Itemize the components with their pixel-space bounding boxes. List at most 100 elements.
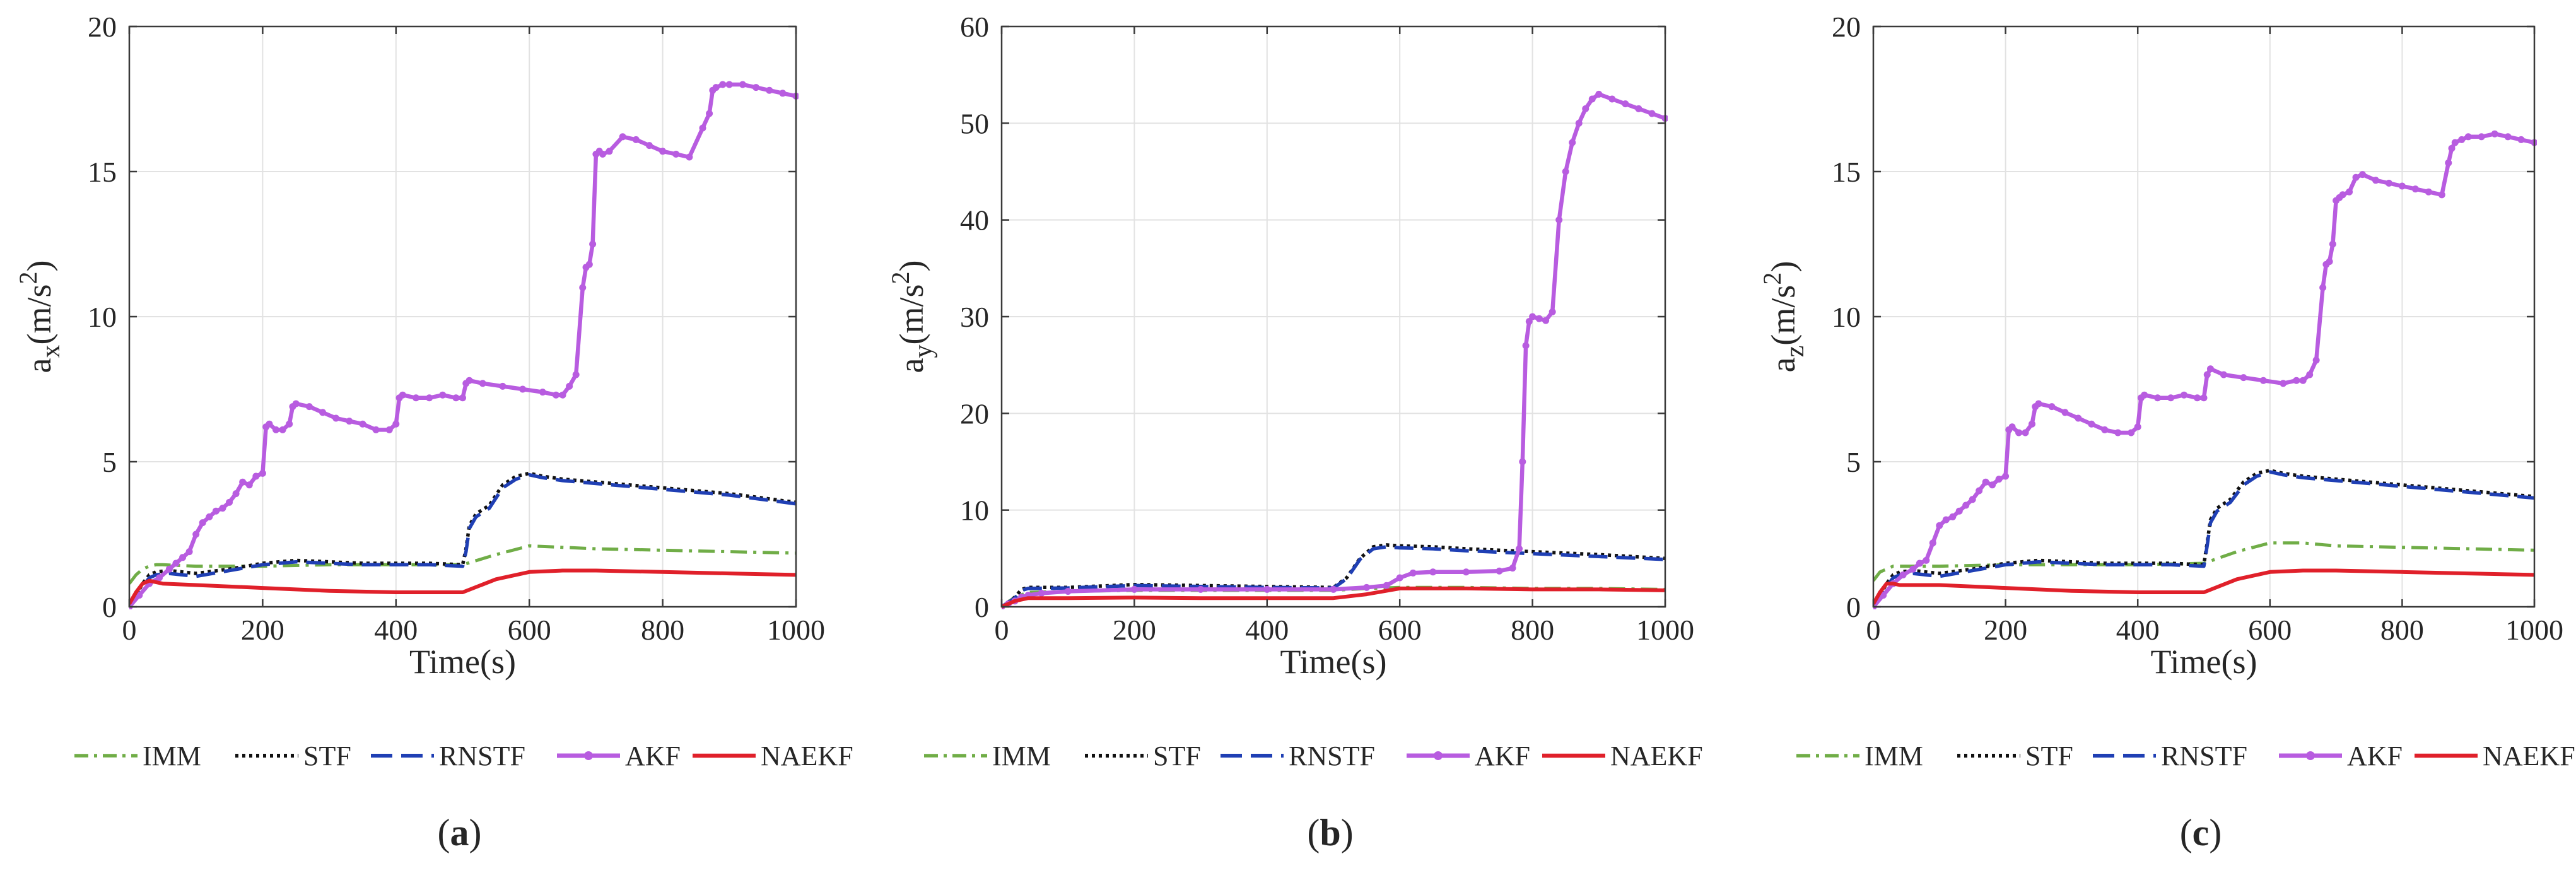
series-point-akf [199,519,206,527]
series-line-rnstf [1873,470,2535,608]
x-tick-label: 800 [2380,614,2424,646]
series-point-akf [1519,458,1526,466]
series-point-akf [599,150,606,158]
series-point-akf [1923,556,1930,564]
series-point-akf [245,481,253,489]
series-point-akf [2451,139,2459,146]
y-tick-label: 10 [88,301,117,333]
panel-label-letter: c [2193,812,2210,853]
series-point-akf [2203,371,2211,378]
series-point-akf [2029,420,2036,428]
panel-label-open: ( [1307,812,1320,853]
legend-item-rnstf: RNSTF [1221,741,1375,771]
series-point-akf [206,513,213,520]
series-point-akf [272,426,280,433]
series-point-akf [1429,568,1437,576]
series-line-akf [129,82,797,609]
y-tick-label: 20 [1832,11,1861,43]
y-axis-label-main: a [1764,357,1802,372]
series-point-akf [279,426,286,433]
x-tick-label: 1000 [767,614,825,646]
series-point-akf [305,403,313,411]
y-tick-label: 30 [960,301,989,333]
legend-label: RNSTF [2161,741,2247,771]
series-point-akf [1582,105,1590,112]
series-point-akf [185,548,193,556]
series-point-akf [439,391,447,399]
series-point-akf [2194,394,2201,402]
legend-label: RNSTF [439,741,525,771]
series-point-akf [452,394,460,402]
legend-item-naekf: NAEKF [1542,741,1703,771]
legend-item-imm: IMM [1796,741,1923,771]
series-point-akf [2128,429,2135,437]
series-point-akf [1995,476,2003,483]
series-point-akf [559,391,566,399]
series-point-akf [226,498,233,506]
series-point-akf [266,420,273,428]
series-point-akf [1608,95,1616,103]
series-point-akf [2008,423,2016,431]
series-group [129,81,799,609]
series-point-akf [192,530,200,538]
series-point-akf [2035,400,2042,407]
series-point-akf [359,420,366,428]
x-tick-label: 0 [122,614,137,646]
series-point-akf [572,371,580,378]
series-line-imm [1873,541,2535,582]
x-axis-label: Time(s) [409,643,516,681]
series-point-akf [1955,507,1963,515]
series-point-akf [239,478,247,486]
series-point-akf [1569,139,1576,146]
series-point-akf [465,377,473,384]
series-point-akf [413,394,420,402]
series-point-akf [1542,317,1550,324]
y-axis-label-unit: (m/s [893,284,930,345]
legend-label: AKF [2347,741,2403,771]
legend-label: AKF [625,741,681,771]
series-point-akf [1562,168,1569,175]
series-point-akf [2411,185,2419,193]
legend-label: NAEKF [2483,741,2575,771]
y-tick-label: 60 [960,11,989,43]
y-axis-label-unit: (m/s [20,284,58,345]
y-tick-label: 5 [102,446,117,478]
y-axis-label-subscript: y [909,345,938,358]
y-tick-label: 0 [1846,591,1861,623]
legend-label: NAEKF [1610,741,1703,771]
x-tick-label: 800 [641,614,684,646]
y-tick-label: 10 [960,495,989,527]
series-point-akf [392,420,400,428]
series-point-akf [1516,545,1523,553]
legend-label: STF [1153,741,1201,771]
series-point-akf [2299,377,2307,384]
series-point-akf [259,469,266,477]
x-tick-label: 0 [1866,614,1881,646]
panel-label-close: ) [469,812,482,853]
series-point-akf [1462,568,1470,576]
series-point-akf [179,554,187,561]
series-point-akf [2464,133,2472,141]
y-tick-label: 20 [88,11,117,43]
series-point-akf [725,81,733,88]
legend-label: NAEKF [761,741,853,771]
legend: IMM STF RNSTF AKF NAEKF [74,741,853,771]
series-point-akf [399,391,406,399]
y-tick-label: 15 [1832,156,1861,188]
series-point-akf [1535,315,1543,322]
y-axis-label-close: ) [893,261,930,272]
series-point-akf [459,394,466,402]
series-point-akf [2306,371,2314,378]
legend-item-imm: IMM [74,741,201,771]
series-point-akf [1635,105,1642,112]
series-point-akf [426,394,433,402]
series-point-akf [2329,240,2336,248]
legend-item-naekf: NAEKF [693,741,853,771]
series-point-akf [2141,391,2148,399]
series-point-akf [1936,522,1943,529]
legend-item-imm: IMM [924,741,1051,771]
y-axis-label-unit: (m/s [1764,285,1802,346]
series-point-akf [552,391,559,399]
legend-marker [584,751,593,760]
x-tick-label: 600 [2248,614,2292,646]
